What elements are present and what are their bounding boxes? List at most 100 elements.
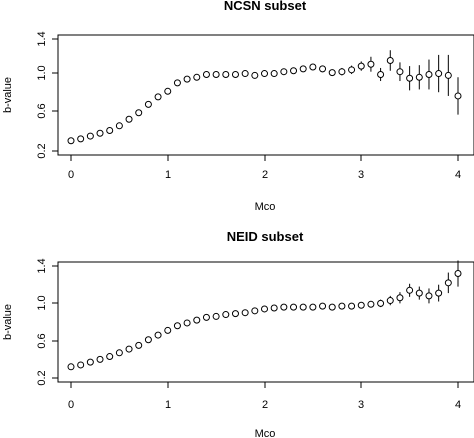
data-point [212,70,220,78]
data-point [202,70,210,78]
data-point [357,301,365,309]
data-point [183,319,191,327]
data-point [164,326,172,334]
data-point [173,322,181,330]
chart-title: NEID subset [227,229,304,244]
plot-frame [57,261,474,383]
data-point [367,300,375,308]
data-point [154,331,162,339]
data-point [444,71,452,79]
data-point [425,292,433,300]
data-point [444,279,452,287]
data-point [241,70,249,78]
data-points [67,260,462,371]
x-tick-label: 2 [262,399,268,411]
y-tick-label: 0.2 [36,143,48,158]
data-point [173,79,181,87]
x-tick-label: 3 [358,169,364,181]
data-point [270,70,278,78]
data-point [135,341,143,349]
data-point [309,63,317,71]
data-point [425,70,433,78]
data-point [125,345,133,353]
data-point [125,115,133,123]
data-point [106,353,114,361]
chart-title: NCSN subset [224,0,307,13]
data-point [86,358,94,366]
data-point [193,316,201,324]
data-point [67,363,75,371]
x-axis: 0 1 2 3 4 Mco [68,382,461,438]
data-point [241,309,249,317]
data-point [280,303,288,311]
x-axis-label: Mco [255,201,276,213]
x-tick-label: 0 [68,169,74,181]
y-tick-label: 0.6 [36,333,48,348]
x-tick-label: 4 [455,399,461,411]
data-point [280,68,288,76]
data-point [144,100,152,108]
data-point [415,73,423,81]
data-point [222,311,230,319]
data-point [454,270,462,278]
data-point [164,87,172,95]
data-point [338,68,346,76]
y-axis-label: b-value [2,304,14,340]
y-axis: 0.2 0.6 1.0 1.4 b-value [2,258,58,386]
y-axis: 0.2 0.6 1.0 1.4 b-value [2,31,58,159]
data-point [338,302,346,310]
x-tick-label: 0 [68,399,74,411]
data-point [328,69,336,77]
x-tick-label: 3 [358,399,364,411]
data-point [67,137,75,145]
data-point [251,71,259,79]
data-point [386,297,394,305]
y-tick-label: 1.4 [36,258,48,273]
data-point [435,289,443,297]
data-point [348,66,356,74]
data-point [183,75,191,83]
data-point [115,122,123,130]
data-point [231,310,239,318]
plot-frame [57,34,474,156]
data-point [222,70,230,78]
data-point [299,303,307,311]
data-point [193,73,201,81]
data-point [406,286,414,294]
x-tick-label: 2 [262,169,268,181]
y-tick-label: 0.6 [36,103,48,118]
data-point [386,56,394,64]
data-point [396,68,404,76]
data-point [261,305,268,313]
panel-ncsn: NCSN subset 0 1 2 3 4 Mco 0.2 0.6 1.0 1.… [2,0,474,213]
data-point [251,307,259,315]
data-point [319,302,327,310]
x-tick-label: 4 [455,169,461,181]
y-tick-label: 0.2 [36,370,48,385]
data-point [144,336,152,344]
data-point [396,294,404,302]
data-point [135,109,143,117]
data-point [377,299,385,307]
x-tick-label: 1 [165,169,171,181]
data-point [348,302,356,310]
data-point [202,313,210,321]
x-axis-label: Mco [255,428,276,438]
data-point [96,129,104,137]
data-point [106,126,114,134]
x-tick-label: 1 [165,399,171,411]
data-point [77,361,85,369]
data-points [67,50,462,145]
y-tick-label: 1.4 [36,31,48,46]
data-point [415,289,423,297]
data-point [86,132,94,140]
y-tick-label: 1.0 [36,65,48,80]
data-point [154,93,162,101]
data-point [435,70,443,78]
data-point [319,65,327,73]
data-point [367,60,375,68]
data-point [115,349,123,357]
data-point [96,355,104,363]
data-point [290,67,298,75]
